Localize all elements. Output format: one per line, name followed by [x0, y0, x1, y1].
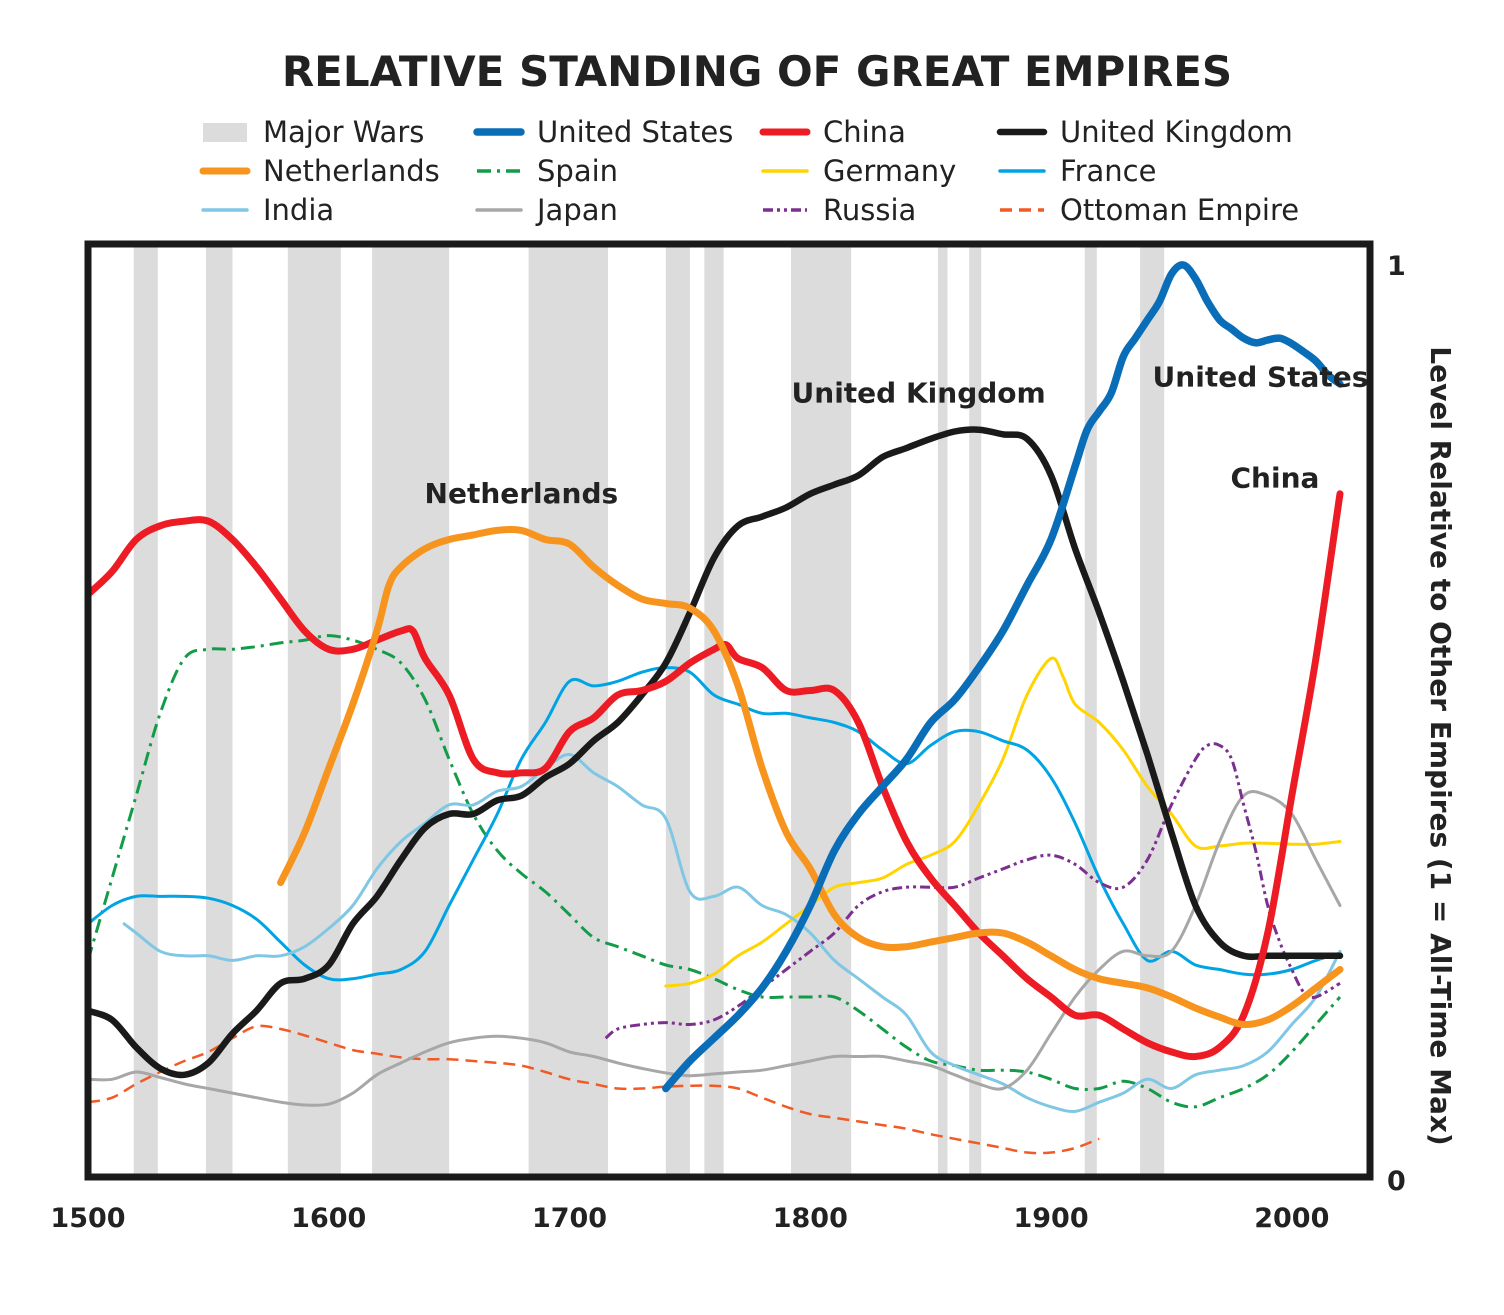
series-line-russia — [604, 742, 1341, 1040]
legend-label: United States — [537, 115, 733, 149]
legend-item-france: France — [998, 154, 1156, 188]
series-line-france — [86, 666, 1342, 982]
war-band-1 — [205, 244, 233, 1177]
war-band-6 — [704, 244, 724, 1177]
series-line-japan — [86, 790, 1342, 1107]
x-tick-2000: 2000 — [1254, 1203, 1329, 1234]
x-axis-ticks: 1500 1600 1700 1800 1900 2000 — [50, 1203, 1329, 1234]
war-band-11 — [1140, 244, 1165, 1177]
x-tick-1600: 1600 — [291, 1203, 366, 1234]
plot-frame — [84, 240, 1374, 1181]
war-band-10 — [1084, 244, 1097, 1177]
series-line-india — [122, 753, 1342, 1113]
x-tick-1500: 1500 — [50, 1203, 125, 1234]
legend-label: India — [263, 193, 334, 227]
legend-label: United Kingdom — [1060, 115, 1293, 149]
annotation-united-kingdom: United Kingdom — [792, 376, 1046, 409]
series-line-germany — [664, 656, 1342, 988]
legend-label: Germany — [823, 154, 956, 188]
legend-item-united-kingdom: United Kingdom — [996, 115, 1293, 149]
annotation-netherlands: Netherlands — [425, 477, 619, 510]
chart-annotations: Netherlands United Kingdom United States Ch… — [425, 361, 1369, 510]
legend-label: Spain — [537, 154, 618, 188]
legend-item-netherlands: Netherlands — [199, 154, 440, 188]
war-band-7 — [791, 244, 852, 1177]
legend-item-united-states: United States — [473, 115, 733, 149]
legend-label: Russia — [823, 193, 916, 227]
x-tick-1800: 1800 — [773, 1203, 848, 1234]
war-band-5 — [665, 244, 690, 1177]
legend-label: France — [1060, 154, 1156, 188]
series-line-united-kingdom — [84, 426, 1344, 1079]
legend-item-japan: Japan — [475, 193, 618, 227]
legend-label: Japan — [535, 193, 618, 227]
chart-title: RELATIVE STANDING OF GREAT EMPIRES — [282, 47, 1232, 96]
annotation-united-states: United States — [1153, 361, 1369, 394]
legend: Major Wars United States China United Kingd… — [199, 115, 1299, 227]
war-band-0 — [133, 244, 158, 1177]
major-wars-bands — [133, 244, 1165, 1177]
annotation-china: China — [1230, 461, 1319, 494]
legend-label: Netherlands — [263, 154, 440, 188]
y-tick-0: 0 — [1387, 1166, 1406, 1197]
legend-item-russia: Russia — [763, 193, 916, 227]
legend-item-china: China — [759, 115, 906, 149]
legend-item-ottoman-empire: Ottoman Empire — [1000, 193, 1299, 227]
legend-item-spain: Spain — [477, 154, 618, 188]
y-axis-label: Level Relative to Other Empires (1 = All… — [1424, 346, 1457, 1145]
x-tick-1700: 1700 — [532, 1203, 607, 1234]
legend-item-germany: Germany — [761, 154, 956, 188]
legend-item-india: India — [201, 193, 334, 227]
war-band-3 — [372, 244, 450, 1177]
x-tick-1900: 1900 — [1013, 1203, 1088, 1234]
legend-label: Major Wars — [263, 115, 424, 149]
series-line-spain — [86, 634, 1342, 1109]
legend-swatch — [203, 123, 247, 142]
war-band-2 — [287, 244, 341, 1177]
series-line-netherlands — [277, 525, 1344, 1029]
war-band-9 — [969, 244, 982, 1177]
series-lines — [84, 261, 1344, 1155]
war-band-4 — [528, 244, 609, 1177]
y-axis-ticks: 01 — [1387, 251, 1406, 1197]
series-line-united-states — [662, 261, 1344, 1093]
legend-item-major-wars: Major Wars — [203, 115, 424, 149]
legend-label: Ottoman Empire — [1060, 193, 1299, 227]
y-tick-1: 1 — [1387, 251, 1406, 282]
legend-label: China — [823, 115, 906, 149]
